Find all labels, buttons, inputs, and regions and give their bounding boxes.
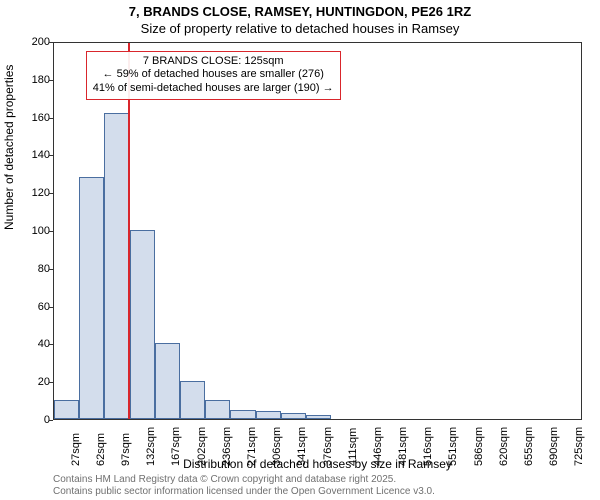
title-line1: 7, BRANDS CLOSE, RAMSEY, HUNTINGDON, PE2… [0,4,600,19]
y-tick-label: 160 [32,112,50,124]
y-tick-label: 200 [32,36,50,48]
y-tick-label: 120 [32,187,50,199]
histogram-bar [155,343,180,419]
title-line2: Size of property relative to detached ho… [0,21,600,36]
histogram-bar [306,415,331,419]
annotation-line3: 41% of semi-detached houses are larger (… [93,82,334,96]
plot-area: 7 BRANDS CLOSE: 125sqm← 59% of detached … [53,42,582,420]
footer-line2: Contains public sector information licen… [53,486,435,497]
histogram-bar [281,413,306,419]
histogram-bar [54,400,79,419]
chart-container: 7, BRANDS CLOSE, RAMSEY, HUNTINGDON, PE2… [0,0,600,500]
histogram-bar [180,381,205,419]
histogram-bar [130,230,155,419]
histogram-bar [230,410,255,419]
y-tick-label: 100 [32,225,50,237]
annotation-line2: ← 59% of detached houses are smaller (27… [93,68,334,82]
annotation-box: 7 BRANDS CLOSE: 125sqm← 59% of detached … [86,51,341,100]
histogram-bar [205,400,230,419]
y-tick-label: 180 [32,74,50,86]
footer-line1: Contains HM Land Registry data © Crown c… [53,474,396,485]
histogram-bar [79,177,104,419]
y-axis-label: Number of detached properties [2,65,16,230]
annotation-line1: 7 BRANDS CLOSE: 125sqm [93,55,334,69]
y-tick-label: 140 [32,149,50,161]
histogram-bar [256,411,281,419]
x-axis-label: Distribution of detached houses by size … [53,457,582,471]
histogram-bar [104,113,129,419]
